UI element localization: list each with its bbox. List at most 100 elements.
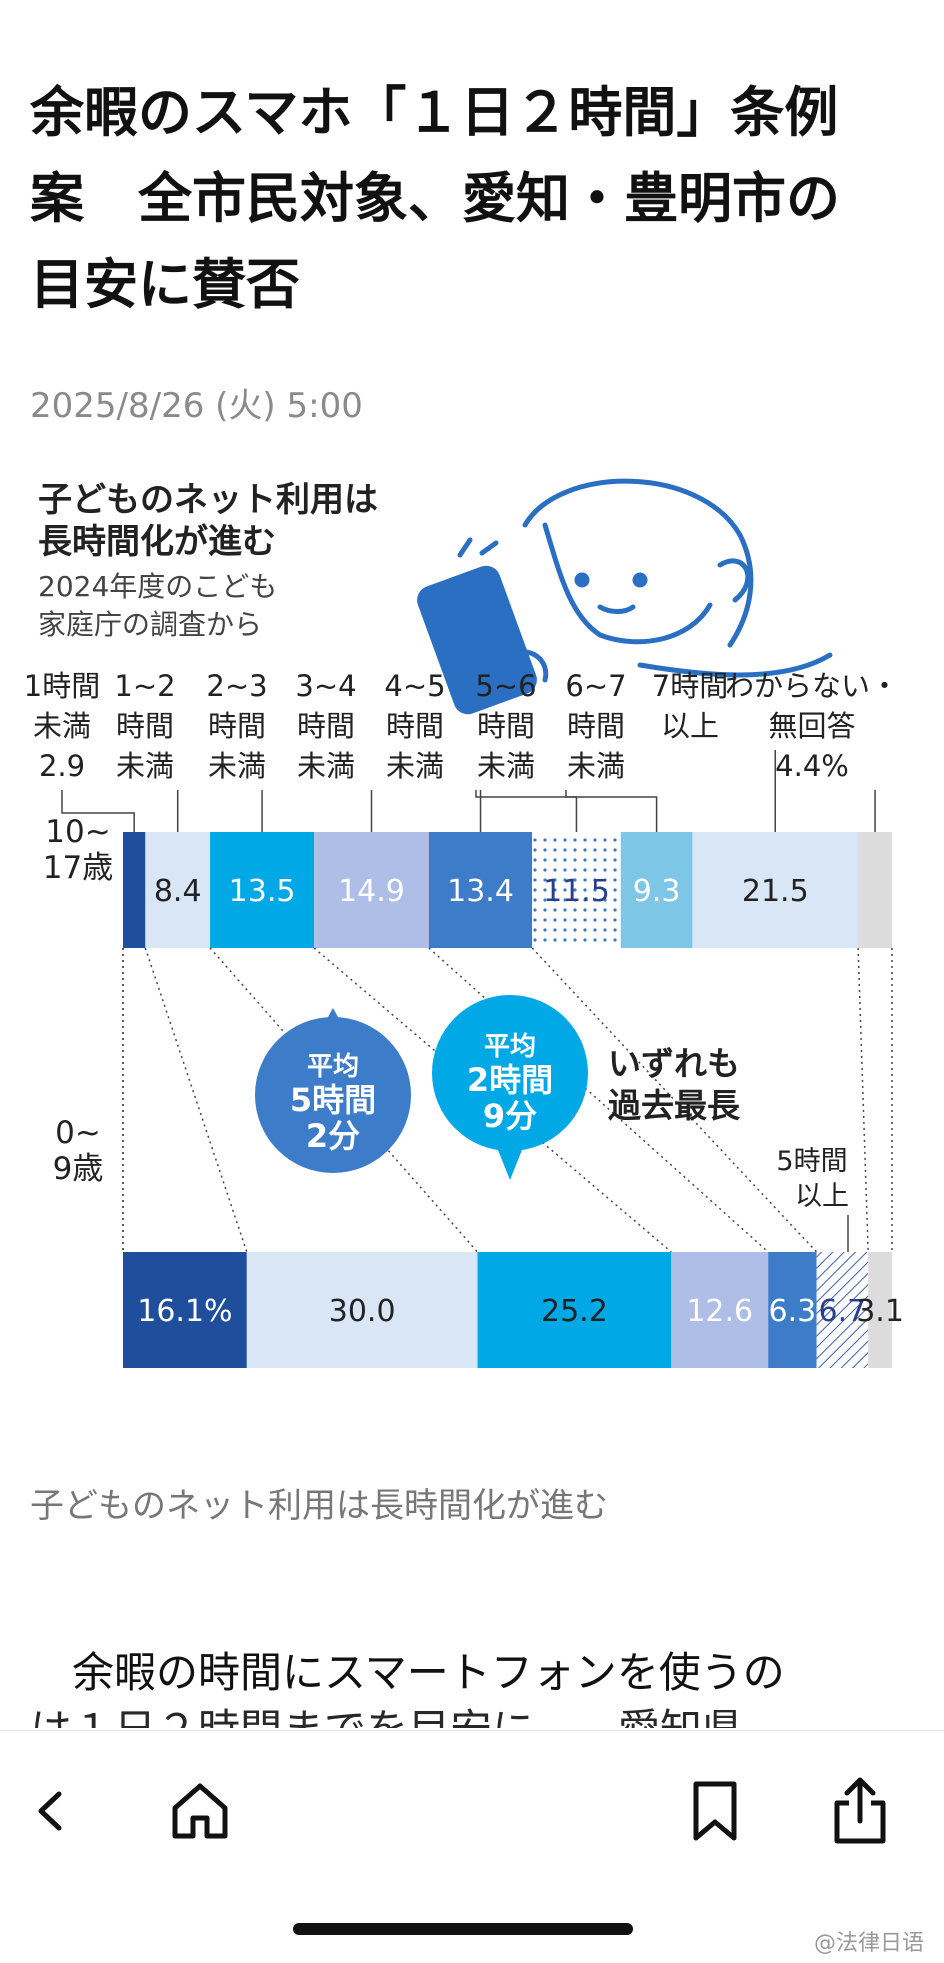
row1-value-label-6: 9.3 [633, 874, 681, 909]
share-icon [834, 1777, 886, 1844]
row2-bar-0 [123, 1252, 247, 1368]
category-label-4-2: 未満 [386, 749, 444, 783]
watermark: @法律日语 [813, 1931, 924, 1956]
share-button[interactable] [820, 1771, 900, 1851]
category-label-4-1: 時間 [386, 709, 444, 743]
category-label-7-1: 以上 [661, 709, 719, 743]
leader-6 [565, 790, 658, 832]
row2-bar-2 [477, 1252, 672, 1368]
category-label-1-2: 未満 [116, 749, 174, 783]
category-label-6-2: 未満 [567, 749, 625, 783]
article-title: 余暇のスマホ「１日２時間」条例案 全市民対象、愛知・豊明市の目安に賛否 [30, 81, 840, 316]
row1-bar-5 [532, 832, 621, 948]
row2-bar-6 [868, 1252, 892, 1368]
category-label-0-1: 未満 [33, 709, 91, 743]
article-date: 2025/8/26 (火) 5:00 [30, 386, 363, 426]
category-label-4-0: 4~5 [384, 669, 445, 703]
connector-2 [209, 947, 479, 1253]
row1-value-label-1: 8.4 [154, 874, 202, 909]
bubble2-line3: 9分 [483, 1097, 537, 1135]
infographic-source-line2: 家庭庁の調査から [38, 608, 262, 641]
row1-value-label-3: 14.9 [338, 874, 405, 909]
bubble1-line1: 平均 [307, 1052, 359, 1082]
bubble2-line1: 平均 [484, 1032, 536, 1062]
category-label-5-2: 未満 [477, 749, 535, 783]
row2-value-label-1: 30.0 [329, 1294, 396, 1329]
back-button[interactable] [12, 1771, 92, 1851]
row1-bar-1 [145, 832, 211, 948]
row1-bar-2 [210, 832, 315, 948]
category-label-1-1: 時間 [116, 709, 174, 743]
category-label-3-1: 時間 [297, 709, 355, 743]
row2-label-line1: 0~ [55, 1115, 101, 1151]
average-bubble-10-17: 平均 5時間 2分 [255, 1008, 411, 1173]
row2-bar-1 [246, 1252, 478, 1368]
category-label-5-1: 時間 [477, 709, 535, 743]
image-caption: 子どものネット利用は長時間化が進む [30, 1486, 608, 1526]
five-hours-label-line1: 5時間 [776, 1146, 847, 1177]
bar-row-0-9: 16.1% 30.0 25.2 12.6 6.3 6.73.1 [123, 1252, 904, 1368]
category-label-7-0: 7時間 [652, 669, 728, 703]
connector-1 [144, 947, 248, 1253]
row2-label-line2: 9歳 [53, 1151, 104, 1187]
row1-bar-7 [692, 832, 859, 948]
home-icon [172, 1783, 228, 1839]
row1-value-label-7: 21.5 [742, 874, 809, 909]
note-line1: いずれも [608, 1044, 740, 1083]
bookmark-button[interactable] [675, 1771, 755, 1851]
bubble1-line3: 2分 [306, 1117, 360, 1155]
home-indicator [293, 1923, 633, 1935]
bubble2-line2: 2時間 [467, 1061, 553, 1099]
article-body-line2: は１日２時間までを目安に――愛知県 [30, 1690, 890, 1728]
average-bubble-0-9: 平均 2時間 9分 [432, 995, 588, 1180]
infographic-title-line2: 長時間化が進む [38, 522, 276, 562]
category-label-8-2: 4.4% [775, 749, 849, 783]
label-leader-lines [61, 750, 876, 832]
infographic-title-line1: 子どものネット利用は [38, 480, 378, 520]
row2-value-label-5: 6.7 [819, 1294, 867, 1329]
category-label-5-0: 5~6 [475, 669, 536, 703]
row2-value-label-4: 6.3 [769, 1294, 817, 1329]
category-label-0-2: 2.9 [39, 749, 85, 783]
infographic: 子どものネット利用は 長時間化が進む 2024年度のこども 家庭庁の調査から 1… [0, 455, 944, 1415]
row1-bar-8 [858, 832, 892, 948]
category-label-1-0: 1~2 [114, 669, 175, 703]
bar-row-10-17: 8.4 13.5 14.9 13.4 11.5 9.3 21.5 [123, 832, 892, 948]
infographic-source-line1: 2024年度のこども [38, 570, 277, 603]
note-line2: 過去最長 [608, 1086, 741, 1125]
category-label-8-0: わからない・ [725, 669, 899, 703]
bookmark-icon [693, 1781, 737, 1841]
category-label-8-1: 無回答 [768, 709, 855, 743]
row2-value-label-2: 25.2 [541, 1294, 608, 1329]
leader-0 [61, 790, 135, 832]
five-hours-label-line2: 以上 [795, 1181, 849, 1212]
row1-bar-0 [123, 832, 146, 948]
row1-label-line1: 10~ [45, 814, 110, 850]
row1-label-line2: 17歳 [43, 850, 113, 886]
connector-5 [857, 947, 869, 1253]
row2-bar-5 [816, 1252, 869, 1368]
category-label-2-0: 2~3 [206, 669, 267, 703]
category-label-3-2: 未満 [297, 749, 355, 783]
row1-value-label-4: 13.4 [447, 874, 514, 909]
row2-value-label-3: 12.6 [686, 1294, 753, 1329]
article-body-line1: 余暇の時間にスマートフォンを使うの [30, 1648, 785, 1697]
category-label-2-1: 時間 [208, 709, 266, 743]
category-label-2-2: 未満 [208, 749, 266, 783]
row2-bar-4 [768, 1252, 817, 1368]
row2-bar-3 [671, 1252, 769, 1368]
category-labels: 1時間未満2.91~2時間未満2~3時間未満3~4時間未満4~5時間未満5~6時… [24, 669, 899, 783]
row1-bar-4 [428, 832, 533, 948]
row1-value-label-5: 11.5 [543, 874, 610, 909]
row1-bar-3 [314, 832, 429, 948]
connector-4 [428, 947, 769, 1253]
chevron-left-icon [38, 1791, 62, 1831]
category-label-6-0: 6~7 [565, 669, 626, 703]
row1-bar-6 [620, 832, 693, 948]
row2-value-label-0: 16.1% [137, 1294, 232, 1329]
leader-5 [475, 790, 578, 832]
home-button[interactable] [160, 1771, 240, 1851]
category-label-6-1: 時間 [567, 709, 625, 743]
row2-value-label-6: 3.1 [856, 1294, 904, 1329]
bubble1-line2: 5時間 [290, 1081, 376, 1119]
